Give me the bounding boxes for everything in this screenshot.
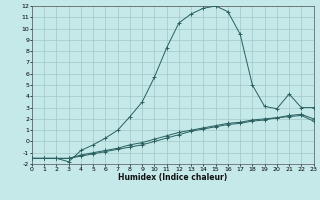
X-axis label: Humidex (Indice chaleur): Humidex (Indice chaleur) bbox=[118, 173, 228, 182]
